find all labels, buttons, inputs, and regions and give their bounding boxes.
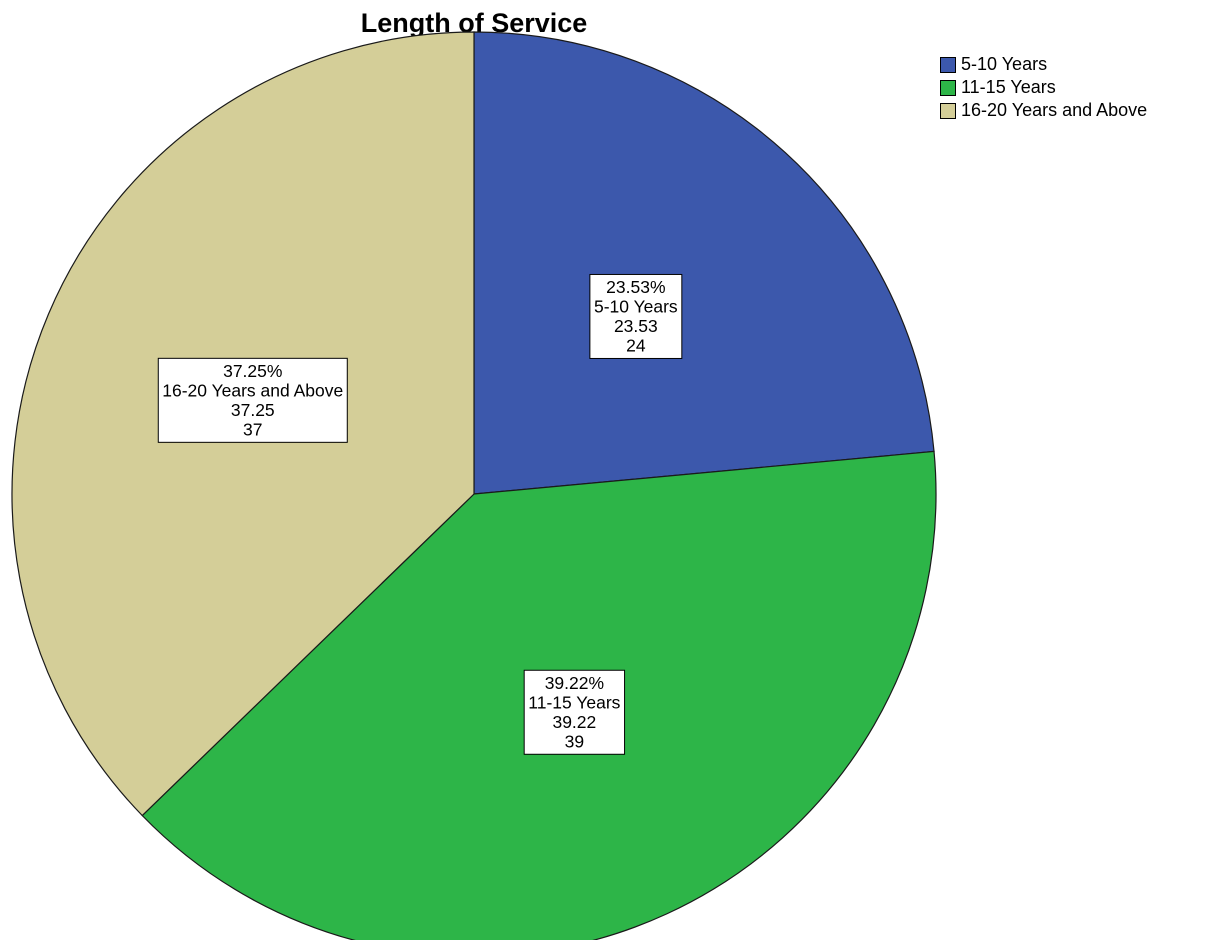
legend-item-16-20-years-and-above: 16-20 Years and Above — [940, 99, 1147, 122]
slice-label-box — [157, 357, 348, 443]
legend-swatch — [940, 79, 956, 96]
slice-count-label: 39 — [565, 732, 584, 752]
slice-value-label: 23.53 — [614, 316, 658, 336]
legend-label: 16-20 Years and Above — [961, 100, 1148, 120]
slice-value-label: 39.22 — [552, 712, 596, 732]
legend: 5-10 Years 11-15 Years 16-20 Years and A… — [940, 53, 1147, 122]
slice-label-box — [523, 669, 626, 755]
slice-count-label: 37 — [243, 420, 262, 440]
slice-percent-label: 37.25% — [223, 361, 282, 381]
slice-percent-label: 23.53% — [606, 277, 665, 297]
slice-count-label: 24 — [626, 336, 646, 356]
slice-category-label: 11-15 Years — [528, 693, 620, 713]
legend-item-5-10-years: 5-10 Years — [940, 53, 1147, 76]
slice-label-box — [589, 273, 683, 359]
legend-label: 11-15 Years — [961, 77, 1056, 97]
legend-item-11-15-years: 11-15 Years — [940, 76, 1147, 99]
legend-swatch — [940, 56, 956, 73]
slice-category-label: 16-20 Years and Above — [162, 381, 343, 401]
legend-swatch — [940, 102, 956, 119]
slice-category-label: 5-10 Years — [594, 297, 678, 317]
pie-slices — [11, 31, 937, 940]
pie-slice-5-10-years — [473, 31, 935, 495]
legend-label: 5-10 Years — [961, 54, 1048, 74]
slice-value-label: 37.25 — [231, 400, 275, 420]
slice-percent-label: 39.22% — [545, 673, 604, 693]
